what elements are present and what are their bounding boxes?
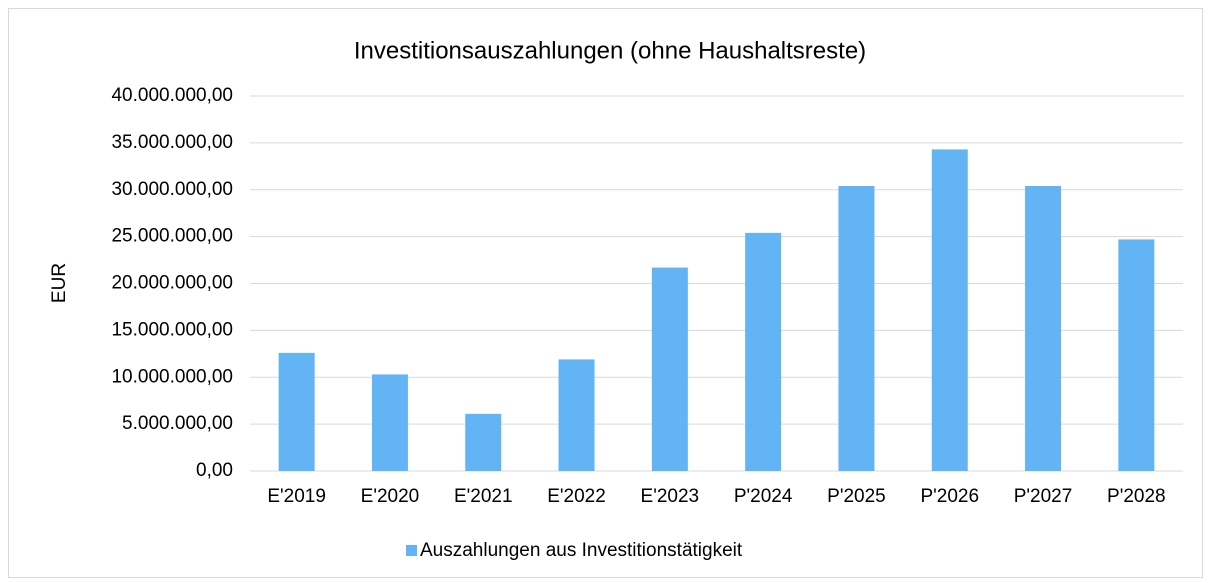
y-tick-label: 10.000.000,00 xyxy=(111,366,233,387)
chart-title: Investitionsauszahlungen (ohne Haushalts… xyxy=(354,37,866,64)
y-tick-label: 15.000.000,00 xyxy=(111,319,233,340)
x-tick-label: P'2025 xyxy=(827,486,886,507)
legend-swatch xyxy=(406,545,417,556)
x-tick-label: P'2028 xyxy=(1107,486,1166,507)
bar xyxy=(651,267,688,471)
bar xyxy=(558,359,595,471)
y-tick-label: 25.000.000,00 xyxy=(111,226,233,247)
x-tick-label: E'2022 xyxy=(547,486,606,507)
bar xyxy=(1025,186,1062,471)
bar xyxy=(1118,239,1155,471)
y-axis-label: EUR xyxy=(49,263,70,303)
y-tick-label: 0,00 xyxy=(196,460,233,481)
bar xyxy=(465,413,502,471)
y-tick-label: 35.000.000,00 xyxy=(111,132,233,153)
bar xyxy=(371,374,408,471)
y-tick-label: 5.000.000,00 xyxy=(122,413,233,434)
chart-border xyxy=(8,8,1203,578)
x-tick-label: E'2021 xyxy=(454,486,513,507)
x-tick-label: P'2024 xyxy=(734,486,793,507)
x-tick-label: E'2023 xyxy=(641,486,700,507)
bar xyxy=(278,352,315,471)
x-tick-label: P'2026 xyxy=(920,486,979,507)
bar xyxy=(838,186,875,471)
bar xyxy=(745,232,782,471)
y-tick-label: 20.000.000,00 xyxy=(111,273,233,294)
y-tick-label: 30.000.000,00 xyxy=(111,179,233,200)
legend-label: Auszahlungen aus Investitionstätigkeit xyxy=(420,540,743,561)
x-tick-label: E'2019 xyxy=(267,486,326,507)
bar xyxy=(931,149,968,471)
x-tick-label: P'2027 xyxy=(1014,486,1073,507)
x-tick-label: E'2020 xyxy=(361,486,420,507)
y-tick-label: 40.000.000,00 xyxy=(111,85,233,106)
